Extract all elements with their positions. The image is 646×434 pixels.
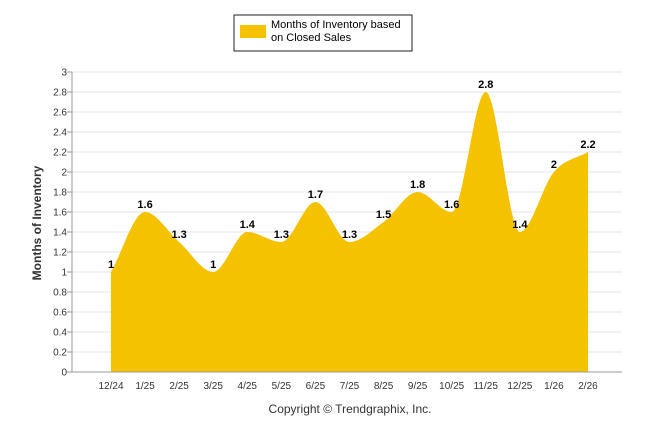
y-tick-label: 2.8 bbox=[53, 88, 67, 99]
x-tick-label: 7/25 bbox=[340, 381, 360, 392]
y-axis-label: Months of Inventory bbox=[30, 165, 44, 280]
x-tick-label: 1/25 bbox=[135, 381, 155, 392]
x-tick-label: 2/25 bbox=[169, 381, 189, 392]
data-label: 2 bbox=[551, 159, 557, 171]
x-tick-label: 8/25 bbox=[374, 381, 394, 392]
y-tick-label: 2.6 bbox=[53, 108, 67, 119]
y-tick-label: 1.8 bbox=[53, 188, 67, 199]
y-tick-label: 1.2 bbox=[53, 248, 67, 259]
data-label: 1.3 bbox=[342, 229, 357, 241]
legend: Months of Inventory based on Closed Sale… bbox=[233, 14, 413, 52]
x-tick-label: 11/25 bbox=[474, 381, 499, 392]
series-area bbox=[111, 92, 588, 372]
x-tick-label: 12/24 bbox=[98, 381, 123, 392]
data-label: 1.3 bbox=[171, 229, 186, 241]
data-label: 1 bbox=[108, 259, 114, 271]
data-labels: 1 1.6 1.3 1 1.4 1.3 1.7 1.3 1.5 1.8 1.6 2.8 1.4 2 2.2 bbox=[108, 79, 596, 271]
y-tick-label: 2.4 bbox=[53, 128, 67, 139]
data-label: 1.4 bbox=[512, 219, 528, 231]
y-tick-label: 3 bbox=[61, 68, 67, 79]
y-tick-label: 0 bbox=[61, 368, 67, 379]
x-tick-label: 1/26 bbox=[544, 381, 564, 392]
y-tick-label: 1 bbox=[61, 268, 67, 279]
y-tick-label: 0.4 bbox=[53, 328, 67, 339]
data-label: 1.7 bbox=[308, 189, 323, 201]
x-tick-label: 10/25 bbox=[439, 381, 464, 392]
x-tick-label: 6/25 bbox=[306, 381, 326, 392]
x-tick-label: 3/25 bbox=[203, 381, 223, 392]
legend-line-2: on Closed Sales bbox=[271, 32, 352, 44]
x-tick-label: 2/26 bbox=[578, 381, 598, 392]
data-label: 1.6 bbox=[444, 199, 459, 211]
y-tick-label: 2.2 bbox=[53, 148, 67, 159]
y-tick-label: 1.4 bbox=[53, 228, 67, 239]
y-tick-label: 0.6 bbox=[53, 308, 67, 319]
x-tick-label: 12/25 bbox=[507, 381, 532, 392]
legend-swatch bbox=[240, 25, 266, 38]
y-tick-label: 0.8 bbox=[53, 288, 67, 299]
data-label: 1.8 bbox=[410, 179, 425, 191]
data-label: 1 bbox=[210, 259, 216, 271]
data-label: 1.5 bbox=[376, 209, 391, 221]
x-tick-label: 9/25 bbox=[408, 381, 428, 392]
data-label: 2.2 bbox=[580, 139, 595, 151]
data-label: 2.8 bbox=[478, 79, 493, 91]
y-tick-label: 2 bbox=[61, 168, 67, 179]
data-label: 1.3 bbox=[274, 229, 289, 241]
y-tick-label: 1.6 bbox=[53, 208, 67, 219]
data-label: 1.4 bbox=[240, 219, 256, 231]
x-tick-label: 4/25 bbox=[238, 381, 258, 392]
y-tick-label: 0.2 bbox=[53, 348, 67, 359]
axes: 0 0.2 0.4 0.6 0.8 1 1.2 1.4 1.6 1.8 2 2.2 2.4 2.6 2.8 3… bbox=[53, 68, 622, 392]
copyright: Copyright © Trendgraphix, Inc. bbox=[269, 402, 432, 416]
legend-line-1: Months of Inventory based bbox=[271, 19, 401, 31]
series-area-fill bbox=[111, 92, 588, 372]
x-tick-label: 5/25 bbox=[272, 381, 292, 392]
data-label: 1.6 bbox=[137, 199, 152, 211]
